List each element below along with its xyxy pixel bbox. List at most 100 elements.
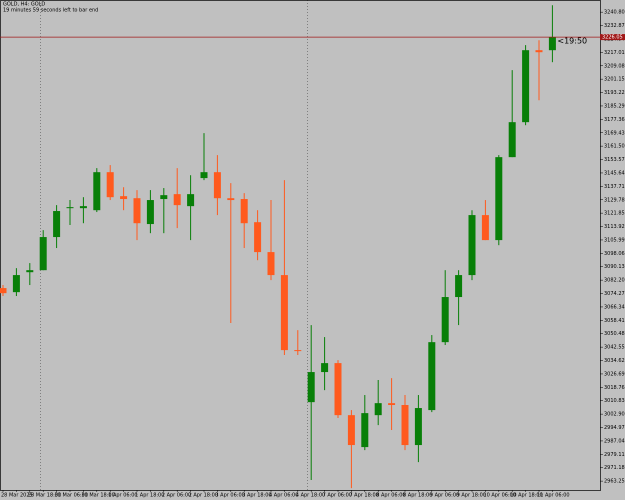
x-tick-label: 1 Apr 18:00 (135, 493, 164, 499)
x-tick-label: 7 Apr 06:00 (323, 493, 352, 499)
y-tick-label: 3153.57 (604, 157, 625, 163)
y-tick-label: 3169.43 (604, 130, 625, 136)
y-tick-label: 3026.69 (604, 371, 625, 377)
y-tick-label: 3090.13 (604, 264, 625, 270)
candle-body (481, 215, 489, 241)
candle-body (495, 157, 503, 241)
candle-body (133, 198, 141, 224)
y-tick-label: 3129.78 (604, 197, 625, 203)
y-tick-label: 3209.08 (604, 63, 625, 69)
current-price-box (600, 34, 625, 41)
x-tick-label: 28 Mar 2025 (1, 493, 33, 499)
x-tick-label: 31 Mar 18:00 (81, 493, 114, 499)
candle-body (334, 363, 342, 416)
chart-subtitle: 19 minutes 59 seconds left to bar end (3, 8, 98, 14)
x-tick-label: 4 Apr 18:00 (296, 493, 325, 499)
y-tick-label: 3193.22 (604, 90, 625, 96)
candle-body (160, 195, 168, 200)
candle-body (441, 297, 449, 343)
candle-body (240, 199, 248, 224)
current-price-label: 3226.05 (602, 35, 623, 41)
countdown: <19:50 (557, 37, 587, 46)
x-tick-label: 8 Apr 18:00 (403, 493, 432, 499)
y-tick-label: 3137.71 (604, 184, 625, 190)
candle-body (361, 413, 369, 448)
y-tick-label: 3232.87 (604, 23, 625, 29)
candle-body (26, 270, 34, 273)
y-tick-label: 2971.18 (604, 465, 625, 471)
candle-body (294, 350, 302, 352)
y-tick-label: 3066.34 (604, 304, 625, 310)
candle-body (213, 172, 221, 199)
candle-body (39, 237, 47, 271)
x-tick-label: 10 Apr 06:00 (483, 493, 516, 499)
candle-body (93, 172, 101, 211)
candle-body (173, 194, 181, 206)
y-tick-label: 3058.41 (604, 318, 625, 324)
candle-body (388, 403, 396, 406)
candle-body (227, 198, 235, 201)
candle-body (53, 211, 61, 238)
candle-body (79, 206, 87, 209)
x-tick-label: 4 Apr 06:00 (269, 493, 298, 499)
x-tick-label: 9 Apr 06:00 (430, 493, 459, 499)
candle-body (187, 194, 195, 207)
candle-body (146, 200, 154, 225)
y-tick-label: 3113.92 (604, 224, 625, 230)
x-tick-label: 28 Mar 18:00 (28, 493, 61, 499)
candle-body (508, 122, 516, 158)
candle-body (106, 172, 114, 198)
candle-body (455, 275, 463, 298)
candle-body (401, 405, 409, 446)
x-tick-label: 2 Apr 18:00 (189, 493, 218, 499)
x-tick-label: 7 Apr 18:00 (349, 493, 378, 499)
x-tick-label: 9 Apr 18:00 (457, 493, 486, 499)
y-tick-label: 3074.27 (604, 291, 625, 297)
x-tick-label: 11 Apr 06:00 (537, 493, 570, 499)
candle-body (12, 275, 20, 293)
candle-body (468, 215, 476, 276)
y-tick-label: 3161.50 (604, 144, 625, 150)
y-tick-label: 3002.90 (604, 412, 625, 418)
y-tick-label: 3240.80 (604, 10, 625, 16)
y-tick-label: 2979.11 (604, 452, 625, 458)
candle-body (0, 288, 7, 294)
candle-body (347, 415, 355, 446)
plot-frame (0, 0, 601, 491)
candle-body (414, 408, 422, 446)
candle-body (280, 275, 288, 351)
y-tick-label: 3098.06 (604, 251, 625, 257)
candle-body (374, 403, 382, 416)
y-tick-label: 3082.20 (604, 278, 625, 284)
y-tick-label: 3185.29 (604, 103, 625, 109)
x-tick-label: 2 Apr 06:00 (162, 493, 191, 499)
y-tick-label: 3145.64 (604, 170, 625, 176)
candle-body (200, 172, 208, 179)
x-tick-label: 10 Apr 18:00 (510, 493, 543, 499)
y-tick-label: 3010.83 (604, 398, 625, 404)
candle-body (428, 342, 436, 411)
x-tick-label: 8 Apr 06:00 (376, 493, 405, 499)
candle-body (267, 252, 275, 276)
y-tick-label: 2987.04 (604, 438, 625, 444)
candle-body (66, 207, 74, 209)
x-tick-label: 31 Mar 06:00 (55, 493, 88, 499)
candle-body (120, 196, 128, 200)
candle-body (321, 363, 329, 373)
y-tick-label: 3042.55 (604, 345, 625, 351)
y-tick-label: 2994.97 (604, 425, 625, 431)
y-tick-label: 3217.01 (604, 50, 625, 56)
y-tick-label: 2963.25 (604, 479, 625, 485)
candle-body (254, 222, 262, 253)
y-tick-label: 3034.62 (604, 358, 625, 364)
candle-body (307, 372, 315, 403)
candle-body (535, 50, 543, 53)
y-tick-label: 3121.85 (604, 211, 625, 217)
x-tick-label: 1 Apr 06:00 (108, 493, 137, 499)
y-tick-label: 3201.15 (604, 77, 625, 83)
y-tick-label: 3105.99 (604, 237, 625, 243)
candle-body (548, 37, 556, 51)
